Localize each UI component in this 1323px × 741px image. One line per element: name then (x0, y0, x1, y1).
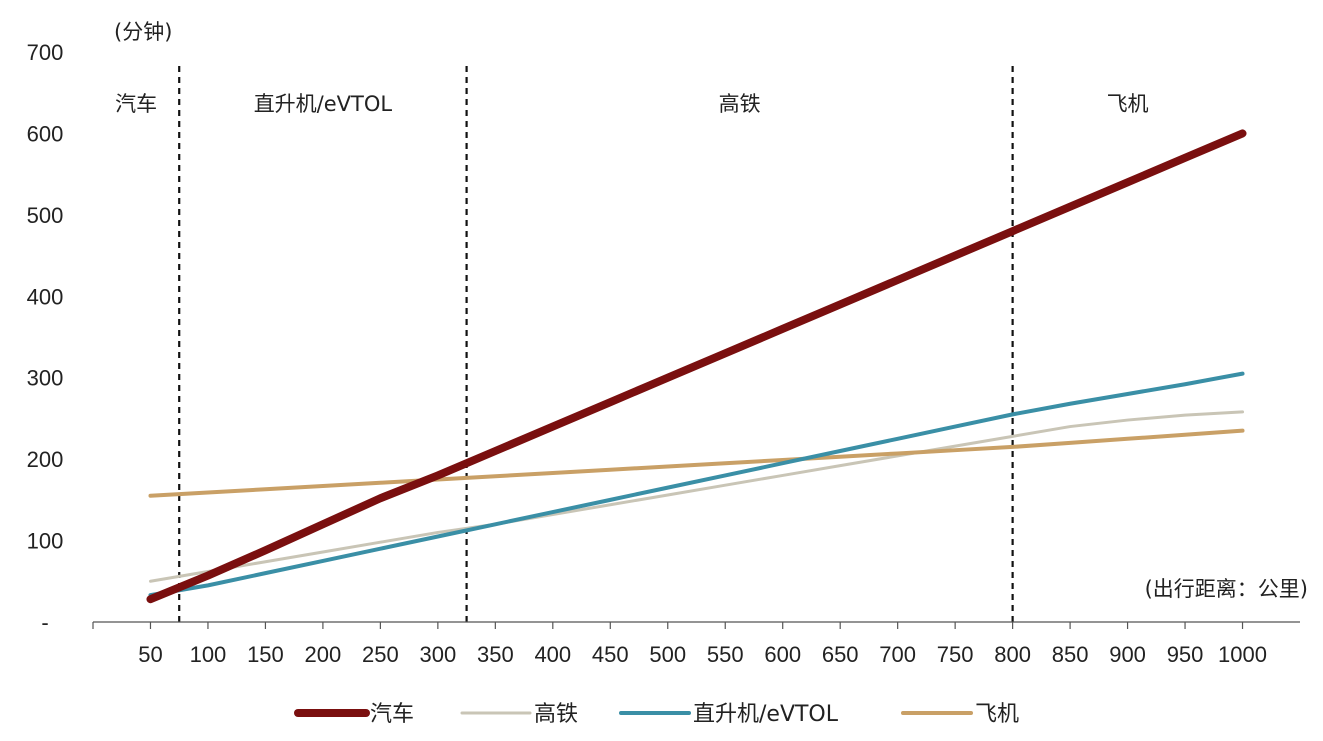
region-label: 飞机 (1107, 92, 1149, 116)
y-unit-label: (分钟) (114, 20, 172, 44)
y-tick-label: 600 (27, 121, 64, 146)
x-tick-label: 850 (1052, 642, 1089, 667)
series-line (148, 410, 1245, 583)
x-tick-label: 950 (1167, 642, 1204, 667)
x-tick-label: 900 (1109, 642, 1146, 667)
region-label: 汽车 (115, 92, 157, 116)
legend-label: 飞机 (975, 702, 1019, 727)
legend-label: 高铁 (534, 702, 578, 727)
x-unit-label: (出行距离：公里) (1145, 577, 1308, 601)
x-tick-label: 400 (534, 642, 571, 667)
y-tick-label: 200 (27, 447, 64, 472)
x-tick-label: 600 (764, 642, 801, 667)
legend-label: 直升机/eVTOL (693, 702, 839, 727)
series-lines (146, 129, 1247, 604)
x-tick-label: 450 (592, 642, 629, 667)
x-tick-label: 50 (138, 642, 162, 667)
y-tick-label: 300 (27, 366, 64, 391)
x-tick-label: 350 (477, 642, 514, 667)
x-tick-label: 200 (305, 642, 342, 667)
region-label: 直升机/eVTOL (254, 92, 393, 116)
x-tick-label: 650 (822, 642, 859, 667)
series-line (148, 428, 1245, 498)
legend-label: 汽车 (370, 702, 414, 727)
axes: 50 100 150 200 250 300 350 400 450 500 550 600 650 70… (27, 40, 1300, 667)
y-tick-label: 700 (27, 40, 64, 65)
x-tick-label: 750 (937, 642, 974, 667)
region-labels: 汽车 直升机/eVTOL 高铁 飞机 (115, 92, 1148, 116)
x-tick-label: 700 (879, 642, 916, 667)
x-tick-label: 100 (190, 642, 227, 667)
x-tick-label: 250 (362, 642, 399, 667)
x-tick-label: 1000 (1218, 642, 1267, 667)
y-tick-label: - (41, 610, 48, 635)
x-tick-label: 150 (247, 642, 284, 667)
region-label: 高铁 (719, 92, 761, 116)
x-tick-label: 500 (649, 642, 686, 667)
x-tick-label: 550 (707, 642, 744, 667)
series-line (146, 129, 1247, 604)
y-tick-label: 500 (27, 203, 64, 228)
x-tick-label: 300 (419, 642, 456, 667)
y-tick-label: 400 (27, 284, 64, 309)
region-dividers (178, 66, 1014, 622)
legend: 汽车 高铁 直升机/eVTOL 飞机 (294, 702, 1019, 727)
x-tick-label: 800 (994, 642, 1031, 667)
series-line (148, 371, 1245, 598)
y-tick-label: 100 (27, 529, 64, 554)
